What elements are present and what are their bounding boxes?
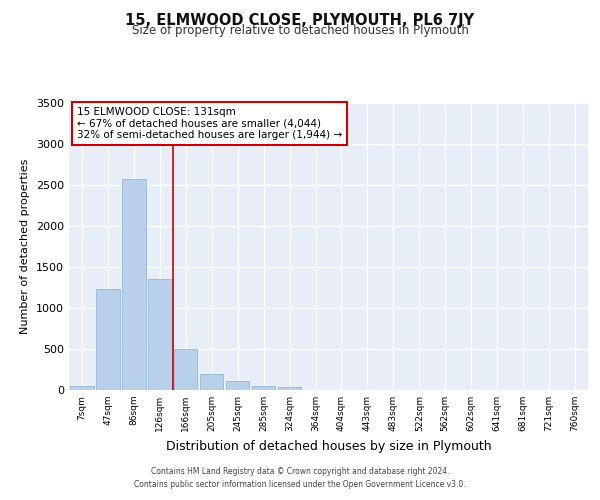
Bar [200, 374, 223, 390]
X-axis label: Distribution of detached houses by size in Plymouth: Distribution of detached houses by size … [166, 440, 491, 452]
Text: 15 ELMWOOD CLOSE: 131sqm
← 67% of detached houses are smaller (4,044)
32% of sem: 15 ELMWOOD CLOSE: 131sqm ← 67% of detach… [77, 107, 342, 140]
Bar [174, 349, 197, 390]
Y-axis label: Number of detached properties: Number of detached properties [20, 158, 31, 334]
Bar [148, 279, 172, 390]
Bar [252, 386, 275, 390]
Bar [278, 386, 301, 390]
Text: Size of property relative to detached houses in Plymouth: Size of property relative to detached ho… [131, 24, 469, 37]
Bar [96, 289, 119, 390]
Bar [122, 179, 146, 390]
Text: Contains HM Land Registry data © Crown copyright and database right 2024.
Contai: Contains HM Land Registry data © Crown c… [134, 468, 466, 489]
Bar [70, 386, 94, 390]
Text: 15, ELMWOOD CLOSE, PLYMOUTH, PL6 7JY: 15, ELMWOOD CLOSE, PLYMOUTH, PL6 7JY [125, 12, 475, 28]
Bar [226, 381, 250, 390]
